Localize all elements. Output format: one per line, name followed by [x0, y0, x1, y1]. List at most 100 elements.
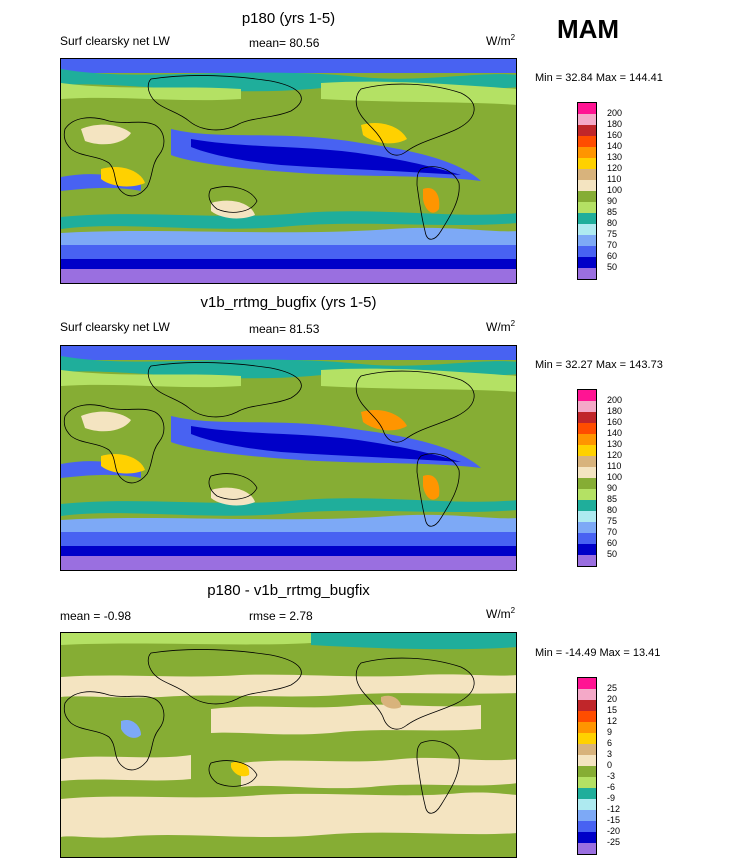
panel-1-mean-label: mean= 80.56 [249, 36, 320, 50]
panel-2-minmax: Min = 32.27 Max = 143.73 [535, 359, 663, 371]
colorbar-tick-label: 80 [607, 218, 618, 228]
colorbar-swatch [578, 799, 596, 810]
colorbar-tick-label: -20 [607, 826, 621, 836]
colorbar-tick-label: 180 [607, 119, 623, 129]
colorbar-tick-label: 15 [607, 705, 618, 715]
colorbar-tick-label: 180 [607, 406, 623, 416]
colorbar-swatch [578, 191, 596, 202]
colorbar-tick-label: 90 [607, 483, 618, 493]
panel-1-minmax: Min = 32.84 Max = 144.41 [535, 72, 663, 84]
colorbar-swatch [578, 832, 596, 843]
colorbar-swatch [578, 766, 596, 777]
panel-3-units: W/m2 [486, 606, 516, 621]
colorbar-swatch [578, 434, 596, 445]
colorbar-tick-label: 130 [607, 152, 623, 162]
colorbar-swatch [578, 224, 596, 235]
colorbar-swatch [578, 755, 596, 766]
colorbar-swatch [578, 423, 596, 434]
colorbar-swatch [578, 678, 596, 689]
colorbar-swatch [578, 445, 596, 456]
panel-1-map [60, 58, 517, 284]
colorbar-tick-label: 100 [607, 472, 623, 482]
colorbar-tick-label: -25 [607, 837, 621, 847]
colorbar-swatch [578, 544, 596, 555]
colorbar-tick-label: -12 [607, 804, 621, 814]
panel-3-minmax: Min = -14.49 Max = 13.41 [535, 647, 661, 659]
colorbar-swatch [578, 478, 596, 489]
panel-1-colorbar [577, 102, 597, 280]
colorbar-swatch [578, 136, 596, 147]
colorbar-tick-label: 75 [607, 516, 618, 526]
colorbar-swatch [578, 788, 596, 799]
colorbar-tick-label: 100 [607, 185, 623, 195]
colorbar-tick-label: 140 [607, 428, 623, 438]
colorbar-swatch [578, 246, 596, 257]
colorbar-tick-label: 20 [607, 694, 618, 704]
colorbar-tick-label: 200 [607, 108, 623, 118]
colorbar-tick-label: 160 [607, 417, 623, 427]
colorbar-tick-label: 70 [607, 240, 618, 250]
colorbar-tick-label: 6 [607, 738, 613, 748]
colorbar-swatch [578, 821, 596, 832]
colorbar-swatch [578, 511, 596, 522]
colorbar-tick-label: 120 [607, 163, 623, 173]
colorbar-swatch [578, 522, 596, 533]
colorbar-swatch [578, 810, 596, 821]
colorbar-swatch [578, 711, 596, 722]
colorbar-tick-label: -15 [607, 815, 621, 825]
colorbar-swatch [578, 843, 596, 854]
colorbar-tick-label: 200 [607, 395, 623, 405]
panel-2-title: v1b_rrtmg_bugfix (yrs 1-5) [200, 294, 377, 311]
colorbar-tick-label: -6 [607, 782, 616, 792]
colorbar-tick-label: 120 [607, 450, 623, 460]
colorbar-tick-label: 9 [607, 727, 613, 737]
colorbar-tick-label: 130 [607, 439, 623, 449]
colorbar-swatch [578, 489, 596, 500]
panel-2-map [60, 345, 517, 571]
panel-1-title: p180 (yrs 1-5) [241, 10, 336, 27]
colorbar-swatch [578, 158, 596, 169]
colorbar-swatch [578, 257, 596, 268]
panel-3-title: p180 - v1b_rrtmg_bugfix [207, 582, 370, 599]
colorbar-tick-label: 75 [607, 229, 618, 239]
panel-1-units: W/m2 [486, 33, 516, 48]
panel-1-variable-label: Surf clearsky net LW [60, 34, 170, 48]
colorbar-swatch [578, 235, 596, 246]
colorbar-tick-label: 140 [607, 141, 623, 151]
colorbar-tick-label: 90 [607, 196, 618, 206]
colorbar-tick-label: 70 [607, 527, 618, 537]
colorbar-swatch [578, 533, 596, 544]
colorbar-swatch [578, 401, 596, 412]
colorbar-swatch [578, 114, 596, 125]
panel-3-mean-label: mean = -0.98 [60, 609, 132, 623]
panel-2-colorbar [577, 389, 597, 567]
colorbar-swatch [578, 456, 596, 467]
panel-2-variable-label: Surf clearsky net LW [60, 320, 170, 334]
colorbar-swatch [578, 202, 596, 213]
colorbar-swatch [578, 777, 596, 788]
panel-3-rmse-label: rmse = 2.78 [249, 609, 313, 623]
colorbar-swatch [578, 268, 596, 279]
colorbar-tick-label: 3 [607, 749, 613, 759]
colorbar-swatch [578, 722, 596, 733]
colorbar-swatch [578, 700, 596, 711]
colorbar-swatch [578, 147, 596, 158]
colorbar-swatch [578, 555, 596, 566]
colorbar-swatch [578, 744, 596, 755]
colorbar-tick-label: 160 [607, 130, 623, 140]
colorbar-swatch [578, 467, 596, 478]
colorbar-swatch [578, 689, 596, 700]
colorbar-swatch [578, 125, 596, 136]
colorbar-tick-label: 80 [607, 505, 618, 515]
season-label: MAM [557, 14, 620, 44]
colorbar-swatch [578, 213, 596, 224]
colorbar-tick-label: 50 [607, 262, 618, 272]
colorbar-tick-label: 12 [607, 716, 618, 726]
colorbar-tick-label: 85 [607, 494, 618, 504]
colorbar-tick-label: 60 [607, 251, 618, 261]
colorbar-tick-label: 110 [607, 174, 622, 184]
colorbar-tick-label: 60 [607, 538, 618, 548]
panel-3-colorbar [577, 677, 597, 855]
colorbar-swatch [578, 180, 596, 191]
colorbar-swatch [578, 500, 596, 511]
